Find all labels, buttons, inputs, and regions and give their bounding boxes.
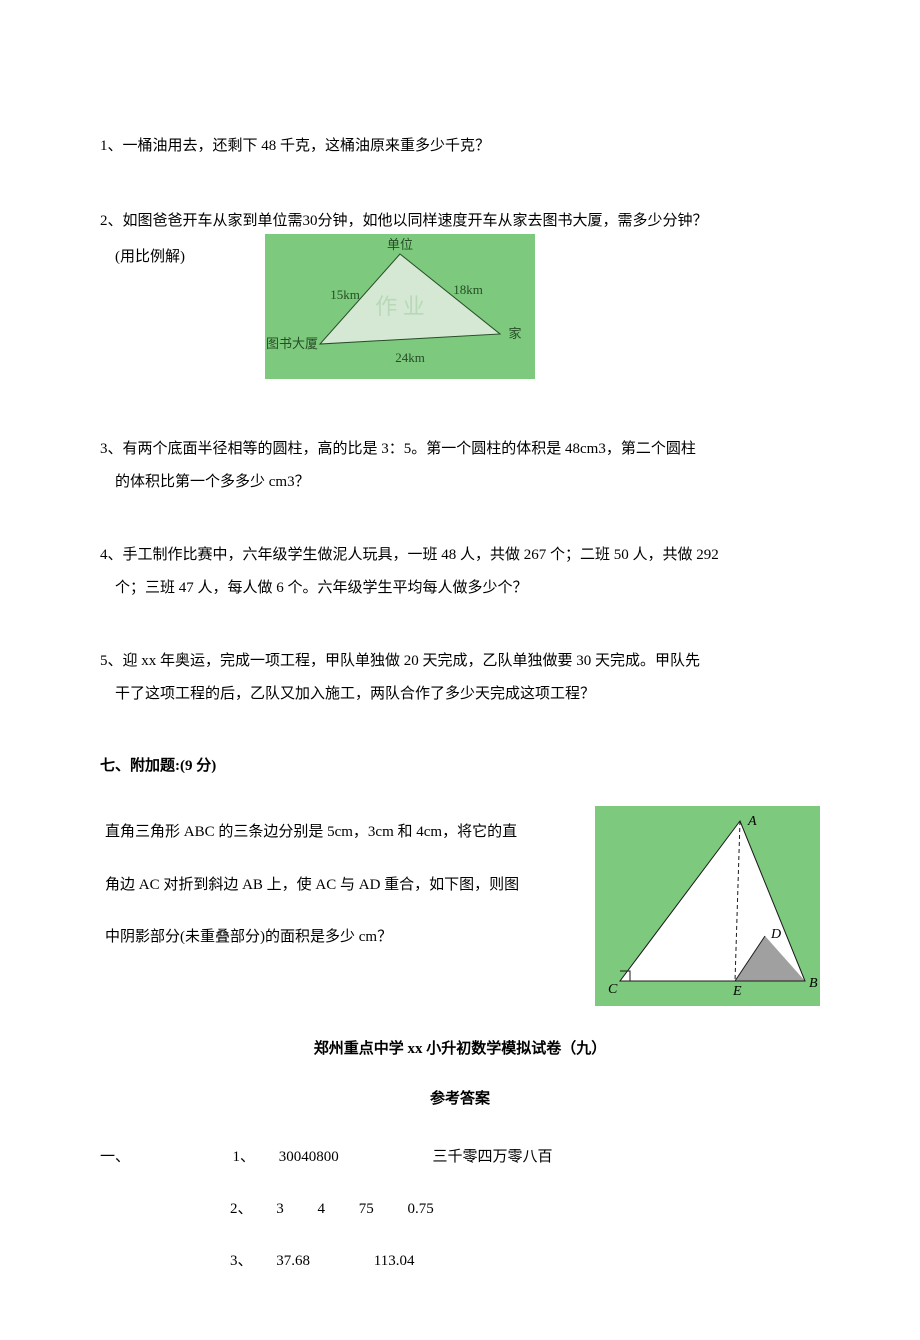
question-3: 3、有两个底面半径相等的圆柱，高的比是 3：5。第一个圆柱的体积是 48cm3，… (100, 433, 820, 499)
q3-line2: 的体积比第一个多多少 cm3？ (100, 466, 820, 499)
question-5: 5、迎 xx 年奥运，完成一项工程，甲队单独做 20 天完成，乙队单独做要 30… (100, 645, 820, 711)
q2-line2: (用比例解) (100, 239, 185, 275)
q4-line1: 4、手工制作比赛中，六年级学生做泥人玩具，一班 48 人，共做 267 个；二班… (100, 539, 820, 572)
svg-text:D: D (770, 927, 781, 942)
svg-text:A: A (747, 814, 757, 829)
q7-line3: 中阴影部分(未重叠部分)的面积是多少 cm？ (105, 911, 585, 964)
answer-val: 4 (318, 1196, 326, 1223)
answer-val: 三千零四万零八百 (433, 1144, 553, 1171)
answer-val: 113.04 (374, 1248, 415, 1275)
answer-row-3: 3、 37.68 113.04 (100, 1248, 820, 1275)
answer-num: 3、 (230, 1248, 253, 1275)
svg-text:家: 家 (508, 326, 521, 341)
doc-title-1: 郑州重点中学 xx 小升初数学模拟试卷（九） (100, 1034, 820, 1064)
answer-num: 1、 (233, 1144, 256, 1171)
answer-row-2: 2、 3 4 75 0.75 (100, 1196, 820, 1223)
q4-line2: 个；三班 47 人，每人做 6 个。六年级学生平均每人做多少个？ (100, 572, 820, 605)
question-1: 1、一桶油用去，还剩下 48 千克，这桶油原来重多少千克？ (100, 130, 820, 163)
answer-val: 75 (359, 1196, 374, 1223)
q7-line2: 角边 AC 对折到斜边 AB 上，使 AC 与 AD 重合，如下图，则图 (105, 859, 585, 912)
svg-text:E: E (732, 984, 742, 999)
q1-text: 1、一桶油用去，还剩下 48 千克，这桶油原来重多少千克？ (100, 138, 490, 154)
svg-text:作 业: 作 业 (375, 294, 425, 319)
answer-val: 3 (276, 1196, 284, 1223)
svg-text:B: B (809, 976, 818, 991)
svg-text:单位: 单位 (387, 237, 413, 252)
answer-val: 37.68 (276, 1248, 310, 1275)
q2-diagram: 作 业 单位图书大厦 家 15km 18km 24km (265, 234, 535, 393)
answer-section-label: 一、 (100, 1144, 150, 1171)
svg-text:18km: 18km (453, 282, 483, 297)
svg-text:15km: 15km (330, 287, 360, 302)
question-7: 直角三角形 ABC 的三条边分别是 5cm，3cm 和 4cm，将它的直 角边 … (100, 806, 820, 1014)
question-4: 4、手工制作比赛中，六年级学生做泥人玩具，一班 48 人，共做 267 个；二班… (100, 539, 820, 605)
q5-line2: 干了这项工程的后，乙队又加入施工，两队合作了多少天完成这项工程？ (100, 678, 820, 711)
svg-text:图书大厦: 图书大厦 (266, 336, 318, 351)
q7-line1: 直角三角形 ABC 的三条边分别是 5cm，3cm 和 4cm，将它的直 (105, 806, 585, 859)
q5-line1: 5、迎 xx 年奥运，完成一项工程，甲队单独做 20 天完成，乙队单独做要 30… (100, 645, 820, 678)
doc-title-2: 参考答案 (100, 1084, 820, 1114)
answer-row-1: 一、 1、 30040800 三千零四万零八百 (100, 1144, 820, 1171)
answer-num: 2、 (230, 1196, 253, 1223)
section-7-header: 七、附加题:(9 分) (100, 751, 820, 781)
question-2: 2、如图爸爸开车从家到单位需30分钟，如他以同样速度开车从家去图书大厦，需多少分… (100, 203, 820, 393)
svg-text:24km: 24km (395, 350, 425, 365)
q3-line1: 3、有两个底面半径相等的圆柱，高的比是 3：5。第一个圆柱的体积是 48cm3，… (100, 433, 820, 466)
q7-diagram: A B C D E (595, 806, 820, 1014)
answer-val: 0.75 (408, 1196, 434, 1223)
svg-text:C: C (608, 982, 618, 997)
answers-section: 一、 1、 30040800 三千零四万零八百 2、 3 4 75 0.75 3… (100, 1144, 820, 1275)
answer-val: 30040800 (279, 1144, 339, 1171)
